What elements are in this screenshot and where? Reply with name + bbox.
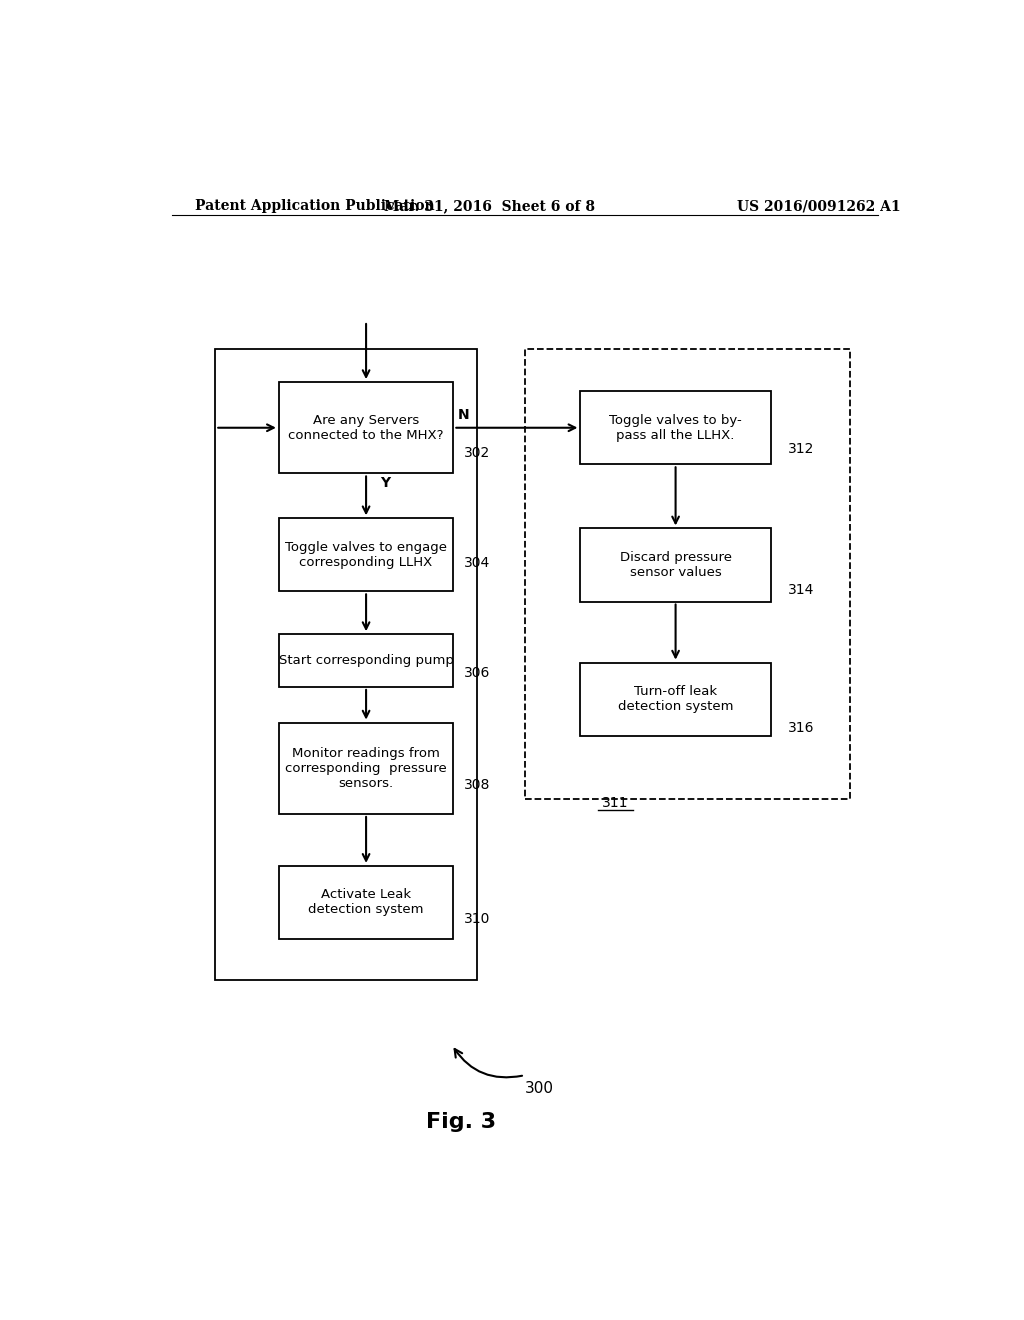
Text: US 2016/0091262 A1: US 2016/0091262 A1 (736, 199, 900, 213)
Text: Toggle valves to engage
corresponding LLHX: Toggle valves to engage corresponding LL… (285, 541, 447, 569)
Text: Patent Application Publication: Patent Application Publication (196, 199, 435, 213)
Text: 312: 312 (788, 442, 815, 457)
FancyBboxPatch shape (279, 722, 454, 814)
Text: 300: 300 (524, 1081, 554, 1096)
FancyBboxPatch shape (279, 381, 454, 474)
Text: Start corresponding pump: Start corresponding pump (279, 653, 454, 667)
FancyBboxPatch shape (279, 866, 454, 939)
FancyBboxPatch shape (215, 350, 477, 979)
FancyBboxPatch shape (524, 350, 850, 799)
Text: Monitor readings from
corresponding  pressure
sensors.: Monitor readings from corresponding pres… (286, 747, 446, 789)
Text: Are any Servers
connected to the MHX?: Are any Servers connected to the MHX? (289, 413, 443, 442)
Text: N: N (458, 408, 469, 421)
Text: Fig. 3: Fig. 3 (426, 1111, 497, 1133)
Text: Y: Y (380, 475, 390, 490)
Text: 302: 302 (464, 446, 489, 461)
FancyBboxPatch shape (279, 634, 454, 686)
Text: 304: 304 (464, 556, 489, 570)
Text: Toggle valves to by-
pass all the LLHX.: Toggle valves to by- pass all the LLHX. (609, 413, 742, 442)
Text: 316: 316 (788, 721, 815, 735)
Text: 306: 306 (464, 665, 490, 680)
Text: Discard pressure
sensor values: Discard pressure sensor values (620, 550, 731, 579)
FancyBboxPatch shape (581, 528, 771, 602)
Text: 314: 314 (788, 583, 815, 598)
FancyBboxPatch shape (581, 663, 771, 735)
Text: 311: 311 (602, 796, 629, 809)
Text: 310: 310 (464, 912, 490, 925)
Text: Mar. 31, 2016  Sheet 6 of 8: Mar. 31, 2016 Sheet 6 of 8 (384, 199, 595, 213)
Text: Activate Leak
detection system: Activate Leak detection system (308, 888, 424, 916)
FancyBboxPatch shape (279, 519, 454, 591)
FancyBboxPatch shape (581, 391, 771, 465)
Text: Turn-off leak
detection system: Turn-off leak detection system (617, 685, 733, 713)
Text: 308: 308 (464, 777, 490, 792)
